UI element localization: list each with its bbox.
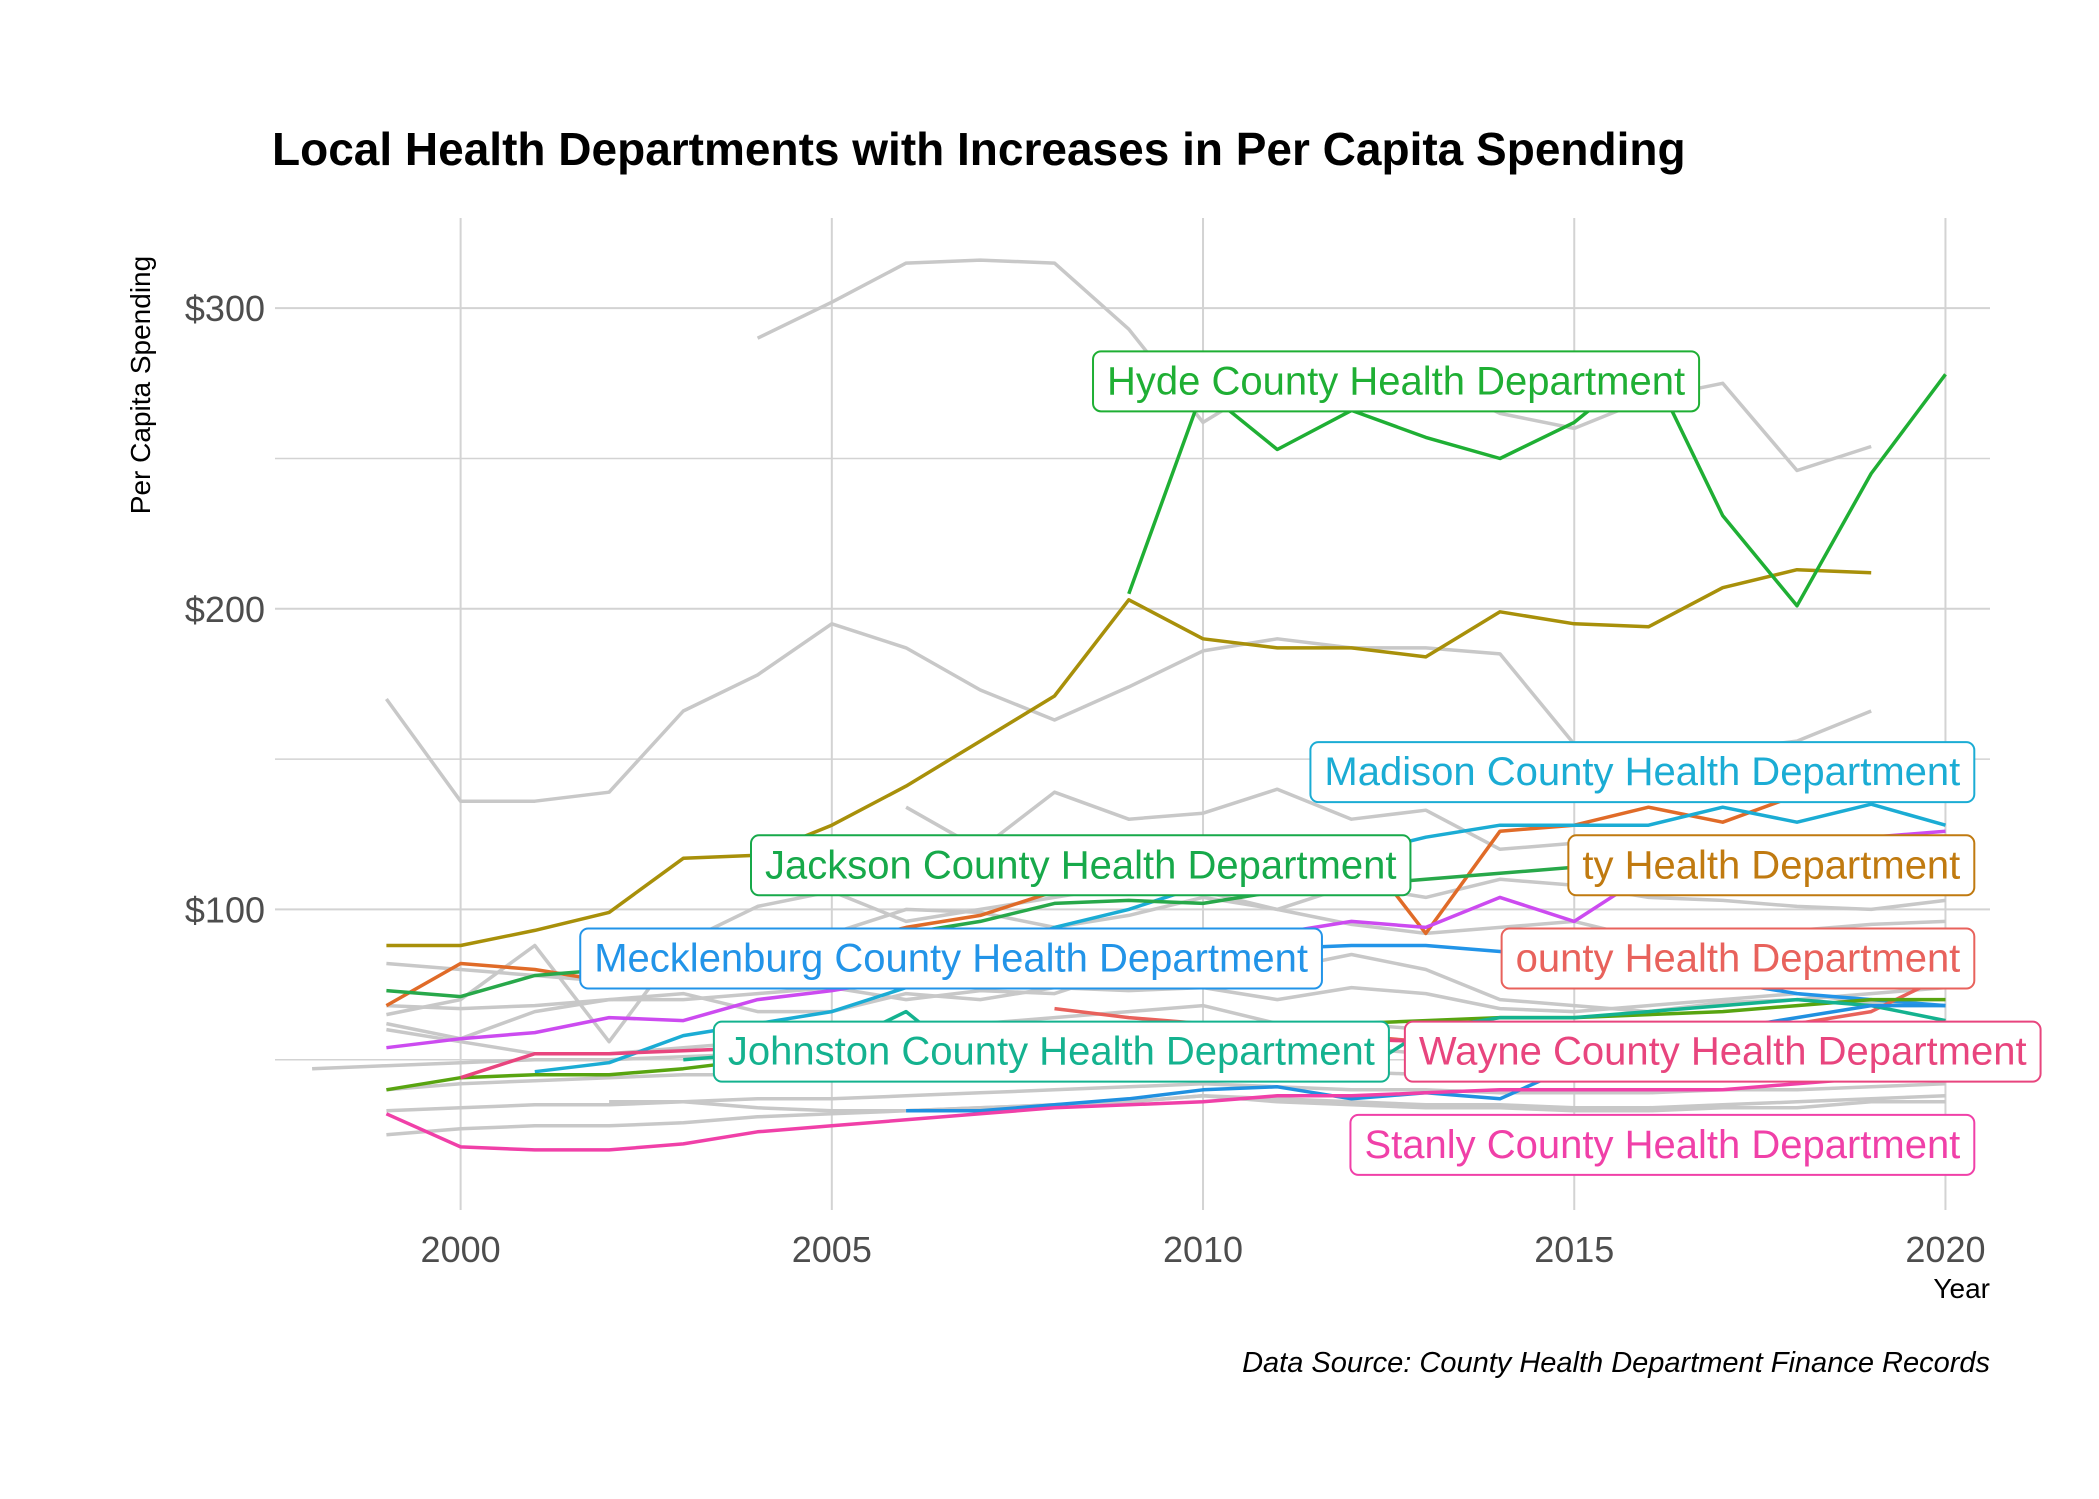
series-label: Mecklenburg County Health Department: [579, 927, 1323, 990]
series-label: Jackson County Health Department: [750, 834, 1412, 897]
data-source-caption: Data Source: County Health Department Fi…: [1242, 1347, 1990, 1379]
series-label-text: Johnston County Health Department: [728, 1030, 1375, 1074]
series-label-box: [1349, 1113, 1976, 1176]
series-label-text: ty Health Department: [1582, 843, 1960, 887]
series-label-text: Mecklenburg County Health Department: [594, 936, 1308, 980]
x-tick-label: 2010: [1163, 1229, 1243, 1270]
x-tick-labels: 2000 2005 2010 2015 2020: [421, 1229, 1986, 1270]
y-axis-title: Per Capita Spending: [125, 256, 156, 514]
series-label: ty Health Department: [1567, 834, 1976, 897]
highlight-series-line: [1127, 360, 1947, 608]
series-label: ounty Health Department: [1500, 927, 1976, 990]
series-label-box: [1567, 834, 1976, 897]
series-label-box: [750, 834, 1412, 897]
series-label: Madison County Health Department: [1309, 741, 1976, 804]
series-label: Hyde County Health Department: [1092, 350, 1701, 413]
y-tick-label: $100: [185, 889, 265, 930]
series-label-text: Wayne County Health Department: [1419, 1030, 2027, 1074]
series-labels: ty Health Department ounty Health Departm…: [579, 350, 2042, 1176]
series-label-box: [1309, 741, 1976, 804]
y-tick-labels: $100 $200 $300: [185, 288, 265, 930]
series-label-box: [579, 927, 1323, 990]
series-label-text: ounty Health Department: [1516, 936, 1961, 980]
x-tick-label: 2015: [1534, 1229, 1614, 1270]
series-label: Stanly County Health Department: [1349, 1113, 1976, 1176]
series-label: Johnston County Health Department: [712, 1020, 1390, 1083]
series-label-text: Stanly County Health Department: [1364, 1123, 1960, 1167]
background-series-line: [609, 1094, 1946, 1113]
series-label-box: [1403, 1020, 2042, 1083]
series-label-box: [712, 1020, 1390, 1083]
y-tick-label: $200: [185, 589, 265, 630]
highlight-series-line: [386, 567, 1872, 948]
y-tick-label: $300: [185, 288, 265, 329]
chart-title: Local Health Departments with Increases …: [272, 123, 1686, 175]
highlight-series-line: [385, 1069, 1946, 1152]
series-label: Wayne County Health Department: [1403, 1020, 2042, 1083]
series-label-text: Madison County Health Department: [1324, 750, 1960, 794]
series-label-box: [1500, 927, 1976, 990]
x-tick-label: 2000: [421, 1229, 501, 1270]
series-label-text: Jackson County Health Department: [765, 843, 1396, 887]
x-axis-title: Year: [1933, 1273, 1990, 1304]
x-tick-label: 2005: [792, 1229, 872, 1270]
series-label-box: [1092, 350, 1701, 413]
x-tick-label: 2020: [1905, 1229, 1985, 1270]
series-label-text: Hyde County Health Department: [1107, 359, 1685, 403]
